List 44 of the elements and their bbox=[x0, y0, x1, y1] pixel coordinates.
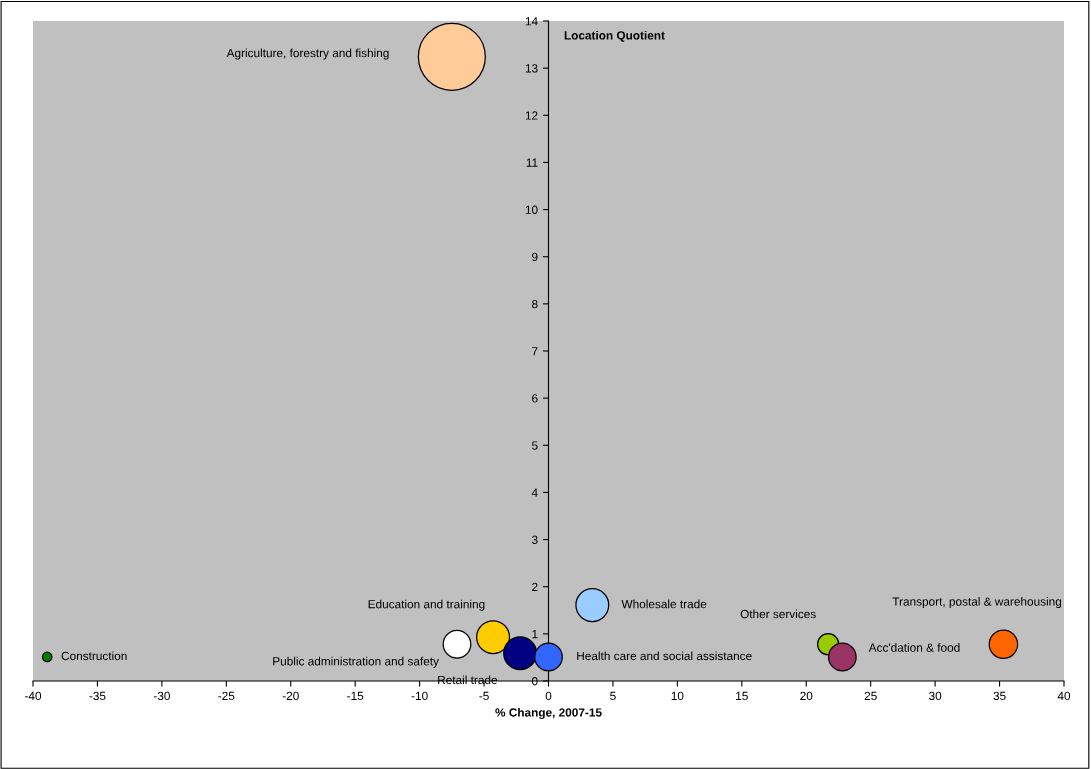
y-tick-label: 3 bbox=[531, 535, 538, 544]
y-tick-label: 6 bbox=[532, 394, 538, 403]
y-tick-label: 9 bbox=[532, 252, 538, 262]
y-axis-title: Location Quotient bbox=[564, 30, 665, 42]
series-label: Wholesale trade bbox=[621, 599, 707, 609]
series-label: Acc'dation & food bbox=[868, 643, 960, 652]
x-tick-label: -5 bbox=[479, 691, 489, 701]
y-tick-label: 7 bbox=[532, 347, 538, 356]
x-tick-label: -40 bbox=[24, 691, 42, 701]
x-tick-label: -15 bbox=[347, 691, 364, 701]
series-label: Education and training bbox=[368, 599, 485, 611]
text: Transport, postal & warehousing bbox=[892, 597, 1062, 609]
x-tick-label: -35 bbox=[89, 691, 106, 701]
y-tick-label: 10 bbox=[525, 205, 538, 214]
series-label: Retail trade bbox=[438, 675, 498, 685]
y-tick-label: 2 bbox=[532, 582, 538, 591]
series-label: Public administration and safety bbox=[273, 656, 439, 668]
y-tick-label: 0 bbox=[531, 677, 538, 686]
x-tick-label: 5 bbox=[610, 691, 616, 701]
x-tick-label: 30 bbox=[929, 691, 942, 701]
x-tick-label: 10 bbox=[671, 691, 684, 701]
series-label: Other services bbox=[740, 609, 816, 619]
y-tick-label: 8 bbox=[532, 299, 538, 309]
x-tick-label: -30 bbox=[153, 691, 170, 701]
y-tick-label: 13 bbox=[525, 64, 538, 73]
x-tick-label: 15 bbox=[736, 691, 748, 701]
y-tick-label: 14 bbox=[525, 17, 538, 26]
y-tick-label: 4 bbox=[531, 488, 538, 497]
series-label: Health care and social assistance bbox=[577, 651, 752, 661]
x-tick-label: -25 bbox=[218, 691, 235, 701]
x-tick-label: -20 bbox=[282, 691, 299, 701]
x-tick-label: 0 bbox=[545, 691, 552, 701]
series-label: Construction bbox=[61, 651, 127, 661]
x-tick-label: 20 bbox=[800, 691, 813, 701]
y-tick-label: 5 bbox=[531, 441, 538, 450]
text: Agriculture, forestry and fishing bbox=[226, 48, 389, 60]
y-tick-label: 12 bbox=[525, 111, 538, 120]
y-tick-label: 1 bbox=[532, 630, 538, 639]
y-tick-label: 11 bbox=[526, 158, 538, 167]
x-tick-label: 25 bbox=[864, 691, 877, 701]
x-tick-label: -10 bbox=[411, 691, 428, 701]
x-tick-label: 40 bbox=[1057, 691, 1071, 701]
x-tick-label: 35 bbox=[993, 691, 1006, 701]
x-axis-title: % Change, 2007-15 bbox=[495, 707, 602, 720]
